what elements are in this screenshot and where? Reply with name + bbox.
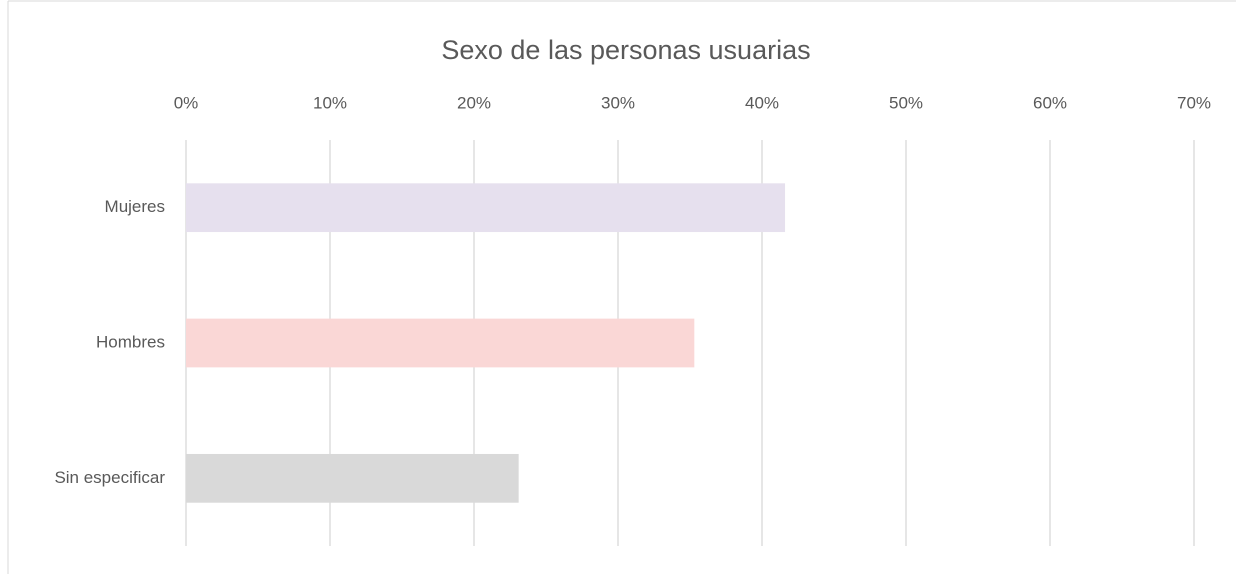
x-tick-label: 30% xyxy=(601,93,635,112)
y-tick-label: Sin especificar xyxy=(54,468,165,487)
x-tick-label: 20% xyxy=(457,93,491,112)
y-tick-label: Mujeres xyxy=(105,197,165,216)
x-tick-label: 0% xyxy=(174,93,199,112)
bar xyxy=(186,318,695,368)
bar xyxy=(186,453,519,503)
x-tick-label: 60% xyxy=(1033,93,1067,112)
x-tick-label: 40% xyxy=(745,93,779,112)
chart-title: Sexo de las personas usuarias xyxy=(441,35,810,65)
bar xyxy=(186,183,786,233)
x-tick-label: 10% xyxy=(313,93,347,112)
x-tick-label: 50% xyxy=(889,93,923,112)
y-tick-label: Hombres xyxy=(96,332,165,351)
x-tick-label: 70% xyxy=(1177,93,1211,112)
